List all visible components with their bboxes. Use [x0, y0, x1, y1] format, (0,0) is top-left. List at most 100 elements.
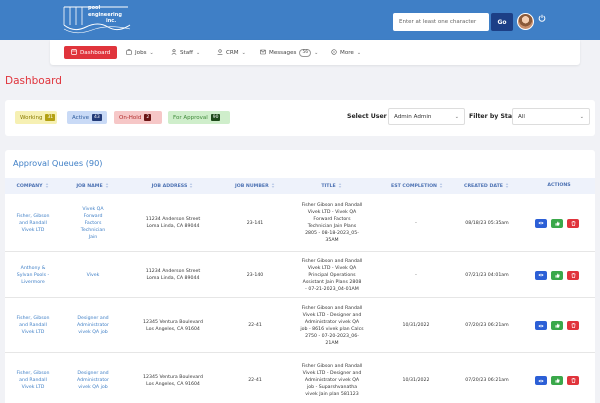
- cell-line: -: [415, 220, 417, 226]
- status-pill-active[interactable]: Active 43: [67, 111, 107, 124]
- cell-company[interactable]: Fisher, Gibson and Randall Vivek LTD: [7, 213, 59, 234]
- delete-button[interactable]: [567, 321, 579, 330]
- cell-line: Livermore: [21, 279, 45, 285]
- status-pill-for-approval[interactable]: For Approval 90: [168, 111, 230, 124]
- user-avatar[interactable]: [517, 13, 534, 30]
- select-user-dropdown[interactable]: Admin Admin ⌄: [388, 108, 465, 125]
- column-header-job-name[interactable]: JOB NAME: [68, 183, 118, 189]
- cell-line: Los Angeles, CA 91604: [146, 381, 200, 387]
- sort-icon[interactable]: [271, 183, 276, 188]
- delete-button[interactable]: [567, 270, 579, 280]
- cell-line: 35AM: [325, 238, 339, 243]
- cell-line: - 07-21-2023_04-01AM: [305, 286, 359, 292]
- cell-line: 10/31/2022: [402, 378, 430, 383]
- briefcase-icon: [126, 48, 132, 57]
- cell-title: Fisher Gibson and Randall Vivek LTD - Des…: [286, 363, 378, 398]
- go-button[interactable]: Go: [491, 13, 513, 31]
- cell-line: and Randall: [19, 378, 47, 383]
- company-logo[interactable]: pool engineering inc.: [62, 3, 134, 35]
- status-pill-on-hold[interactable]: On-Hold 2: [114, 111, 162, 124]
- eye-icon: [538, 379, 544, 383]
- view-button[interactable]: [535, 270, 547, 280]
- top-bar: pool engineering inc. Go: [0, 0, 600, 40]
- pill-count: 2: [144, 114, 152, 121]
- column-header-job-address[interactable]: JOB ADDRESS: [128, 183, 218, 189]
- cell-line: Assistant Jain Plans 2808: [302, 279, 362, 285]
- cell-line: 21AM: [325, 340, 339, 346]
- view-button[interactable]: [535, 376, 547, 385]
- cell-line: Vivek LTD - Vivek QA: [307, 210, 357, 215]
- crm-icon: [217, 48, 223, 57]
- nav-label: More: [340, 49, 354, 56]
- delete-button[interactable]: [567, 218, 579, 228]
- cell-line: Administrator: [77, 323, 109, 328]
- status-filter-dropdown[interactable]: All ⌄: [512, 108, 590, 125]
- column-header-est-completion[interactable]: EST COMPLETION: [391, 183, 444, 189]
- nav-crm[interactable]: CRM ⌄: [217, 46, 246, 59]
- pill-label: On-Hold: [119, 114, 142, 121]
- cell-line: and Randall: [19, 220, 47, 226]
- nav-jobs[interactable]: Jobs ⌄: [126, 46, 154, 59]
- approve-button[interactable]: [551, 376, 563, 385]
- sort-icon[interactable]: [45, 183, 50, 188]
- cell-line: Vivek LTD - Vivek QA: [307, 265, 357, 271]
- cell-line: 07/21/23 04:01am: [465, 272, 509, 278]
- nav-messages[interactable]: Messages 56 ⌄: [260, 46, 318, 59]
- delete-button[interactable]: [567, 376, 579, 385]
- sort-icon[interactable]: [189, 183, 194, 188]
- column-header-company[interactable]: COMPANY: [7, 183, 59, 189]
- chevron-down-icon: ⌄: [149, 49, 154, 56]
- column-header-actions: ACTIONS: [534, 183, 584, 188]
- cell-line: 2750 - 07-20-2023_06-: [305, 333, 359, 339]
- cell-job_name[interactable]: Designer and Administrator vivek QA job: [68, 370, 118, 391]
- row-actions: [535, 270, 579, 280]
- nav-staff[interactable]: Staff ⌄: [171, 46, 200, 59]
- sort-icon[interactable]: [105, 183, 110, 188]
- view-button[interactable]: [535, 321, 547, 330]
- nav-dashboard[interactable]: Dashboard: [64, 46, 118, 59]
- cell-address: 12345 Ventura Boulevard Los Angeles, CA 9…: [128, 374, 218, 388]
- cell-job_name[interactable]: Vivek: [68, 272, 118, 279]
- cell-address: 12345 Ventura Boulevard Los Angeles, CA 9…: [128, 319, 218, 333]
- approve-button[interactable]: [551, 270, 563, 280]
- table-header: COMPANY JOB NAME JOB ADDRESS JOB NUMBER TITL…: [5, 178, 595, 194]
- cell-line: vivek QA job: [78, 385, 108, 390]
- approve-button[interactable]: [551, 218, 563, 228]
- column-header-title[interactable]: TITLE: [286, 183, 378, 189]
- cell-line: Vivek: [86, 272, 100, 278]
- pill-count: 43: [92, 114, 102, 121]
- sort-icon[interactable]: [439, 183, 444, 188]
- pill-label: For Approval: [173, 114, 208, 121]
- chevron-down-icon: ⌄: [314, 49, 319, 56]
- search-input[interactable]: [393, 13, 489, 31]
- cell-est_completion: -: [391, 272, 441, 279]
- cell-company[interactable]: Anthony & Sylvan Pools - Livermore: [7, 265, 59, 286]
- sort-icon[interactable]: [338, 183, 343, 188]
- table-row: Anthony & Sylvan Pools - Livermore Vivek 112…: [5, 252, 595, 298]
- row-actions: [535, 321, 579, 330]
- messages-icon: [260, 49, 266, 57]
- cell-line: Los Angeles, CA 91604: [146, 326, 200, 332]
- sort-icon[interactable]: [505, 183, 510, 188]
- status-pill-working[interactable]: Working 31: [15, 111, 57, 124]
- cell-job_name[interactable]: Designer and Administrator vivek QA job: [68, 315, 118, 336]
- cell-line: 12345 Ventura Boulevard: [143, 319, 203, 325]
- power-icon[interactable]: [538, 14, 546, 25]
- pill-count: 31: [45, 114, 56, 121]
- cell-company[interactable]: Fisher, Gibson and Randall Vivek LTD: [7, 315, 59, 336]
- cell-line: Fisher, Gibson: [16, 213, 50, 219]
- logo-text-line: pool: [88, 5, 101, 11]
- cell-created: 08/18/23 05:35am: [458, 220, 516, 227]
- cell-line: Fisher Gibson and Randall: [301, 305, 363, 311]
- cell-company[interactable]: Fisher, Gibson and Randall Vivek LTD: [7, 370, 59, 391]
- cell-line: Vivek LTD: [21, 385, 45, 390]
- approve-button[interactable]: [551, 321, 563, 330]
- cell-job_number: 22-41: [235, 377, 275, 384]
- row-actions: [535, 376, 579, 385]
- nav-more[interactable]: More ⌄: [331, 46, 361, 59]
- column-header-job-number[interactable]: JOB NUMBER: [235, 183, 275, 189]
- chevron-down-icon: ⌄: [579, 114, 584, 120]
- column-header-created-date[interactable]: CREATED DATE: [458, 183, 516, 189]
- view-button[interactable]: [535, 218, 547, 228]
- cell-job_name[interactable]: Vivek QA Forward Factors Technician Jain: [68, 206, 118, 241]
